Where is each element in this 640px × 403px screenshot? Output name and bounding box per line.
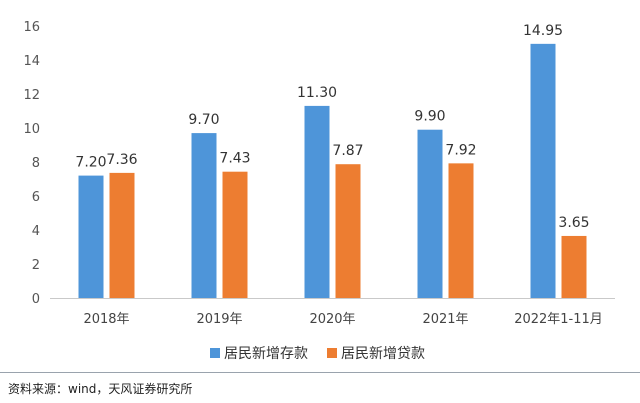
y-tick-label-2: 4 <box>32 224 40 239</box>
data-label-1-0: 9.70 <box>188 112 219 128</box>
legend-label-0: 居民新增存款 <box>224 346 308 362</box>
y-tick-label-7: 14 <box>23 54 40 69</box>
data-label-0-0: 7.20 <box>75 155 106 171</box>
data-label-4-1: 3.65 <box>558 215 589 231</box>
data-label-2-0: 11.30 <box>297 85 337 101</box>
source-footer: 资料来源：wind，天风证券研究所 <box>0 372 640 403</box>
y-tick-label-5: 10 <box>23 122 40 137</box>
y-tick-label-3: 6 <box>32 190 40 205</box>
bar-1-1 <box>222 171 248 298</box>
data-label-2-1: 7.87 <box>332 143 363 159</box>
data-label-3-1: 7.92 <box>445 142 476 158</box>
data-label-3-0: 9.90 <box>414 109 445 125</box>
legend-swatch-0 <box>210 348 220 358</box>
legend-label-1: 居民新增贷款 <box>341 346 425 362</box>
y-tick-label-1: 2 <box>32 258 40 273</box>
data-label-0-1: 7.36 <box>106 152 137 168</box>
y-tick-label-6: 12 <box>23 88 40 103</box>
legend-swatch-1 <box>327 348 337 358</box>
bar-0-0 <box>78 175 104 298</box>
bar-2-1 <box>335 164 361 298</box>
y-tick-label-0: 0 <box>32 292 40 307</box>
x-tick-label-1: 2019年 <box>196 312 242 327</box>
y-tick-label-8: 16 <box>23 20 40 35</box>
bar-1-0 <box>191 133 217 298</box>
source-note: 资料来源：wind，天风证券研究所 <box>8 382 193 396</box>
bar-3-1 <box>448 163 474 298</box>
x-tick-label-4: 2022年1-11月 <box>514 312 603 327</box>
data-label-1-1: 7.43 <box>219 151 250 167</box>
bar-4-1 <box>561 235 587 298</box>
bar-2-0 <box>304 105 330 299</box>
bar-0-1 <box>109 172 135 298</box>
y-tick-label-4: 8 <box>32 156 40 171</box>
x-tick-label-3: 2021年 <box>422 312 468 327</box>
bar-3-0 <box>417 129 443 298</box>
bar-4-0 <box>530 43 556 298</box>
x-tick-label-0: 2018年 <box>83 312 129 327</box>
bar-chart: 0 2 4 6 8 10 12 14 16 7.20 7.36 2018年 9.70 7.43 2019年 1… <box>23 20 615 362</box>
x-tick-label-2: 2020年 <box>309 312 355 327</box>
data-label-4-0: 14.95 <box>523 23 563 39</box>
